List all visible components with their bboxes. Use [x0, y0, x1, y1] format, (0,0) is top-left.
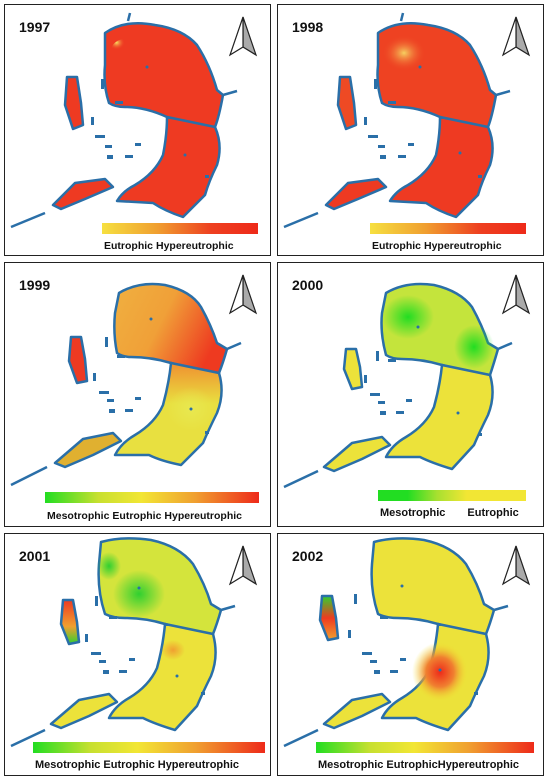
- legend-color-bar: [316, 742, 534, 753]
- map-panel-1999: 1999 Mesotrophic Eutrophic Hypereutrophic: [4, 262, 271, 527]
- legend-label: Hypereutrophic: [157, 759, 240, 771]
- map-panel-2002: 2002 Mesotrophic EutrophicHypereutrophic: [277, 533, 544, 776]
- legend-label: Mesotrophic: [318, 759, 384, 771]
- legend-label: Mesotrophic: [380, 507, 446, 519]
- legend-label: Hypereutrophic: [156, 240, 234, 252]
- legend-labels: Mesotrophic Eutrophic: [380, 507, 522, 519]
- legend-label: Hypereutrophic: [437, 759, 520, 771]
- lake-map-2002: [283, 537, 509, 748]
- legend-color-bar: [102, 223, 258, 234]
- north-arrow-icon: [501, 274, 531, 315]
- map-panel-2000: 2000 Mesotrophic Eutrophic: [277, 262, 544, 527]
- north-arrow-icon: [228, 545, 258, 586]
- year-label: 2001: [19, 548, 51, 564]
- north-arrow-icon: [228, 274, 258, 315]
- legend-color-bar: [33, 742, 265, 753]
- legend-labels: Eutrophic Hypereutrophic: [372, 240, 505, 252]
- legend-color-bar: [378, 490, 526, 501]
- lake-map-1997: [10, 12, 238, 229]
- north-arrow-icon: [501, 16, 531, 57]
- map-panel-1998: 1998 Eutrophic Hypereutrophic: [277, 4, 544, 256]
- north-arrow-icon: [228, 16, 258, 57]
- lake-map-1999: [10, 282, 242, 487]
- north-arrow-icon: [501, 545, 531, 586]
- legend-label: Eutrophic: [467, 507, 519, 519]
- legend-labels: Eutrophic Hypereutrophic: [104, 240, 237, 252]
- legend-color-bar: [370, 223, 526, 234]
- legend-label: Eutrophic: [103, 759, 155, 771]
- legend-label: Eutrophic: [104, 240, 153, 252]
- map-panel-1997: 1997 Eutrophic Hypereutrophic: [4, 4, 271, 256]
- map-panel-2001: 2001 Mesotrophic Eutrophic Hypereutrophic: [4, 533, 271, 776]
- lake-map-2001: [10, 537, 236, 748]
- legend-label: Eutrophic: [372, 240, 421, 252]
- legend-color-bar: [45, 492, 259, 503]
- year-label: 2002: [292, 548, 324, 564]
- legend-label: Mesotrophic: [35, 759, 101, 771]
- legend-label: Eutrophic: [386, 759, 438, 771]
- year-label: 2000: [292, 277, 324, 293]
- legend-label: Mesotrophic: [47, 510, 110, 522]
- year-label: 1998: [292, 19, 324, 35]
- lake-map-1998: [283, 12, 511, 229]
- year-label: 1999: [19, 277, 51, 293]
- year-label: 1997: [19, 19, 51, 35]
- legend-label: Hypereutrophic: [424, 240, 502, 252]
- legend-label: Hypereutrophic: [164, 510, 243, 522]
- legend-label: Eutrophic: [112, 510, 162, 522]
- lake-map-2000: [283, 282, 513, 489]
